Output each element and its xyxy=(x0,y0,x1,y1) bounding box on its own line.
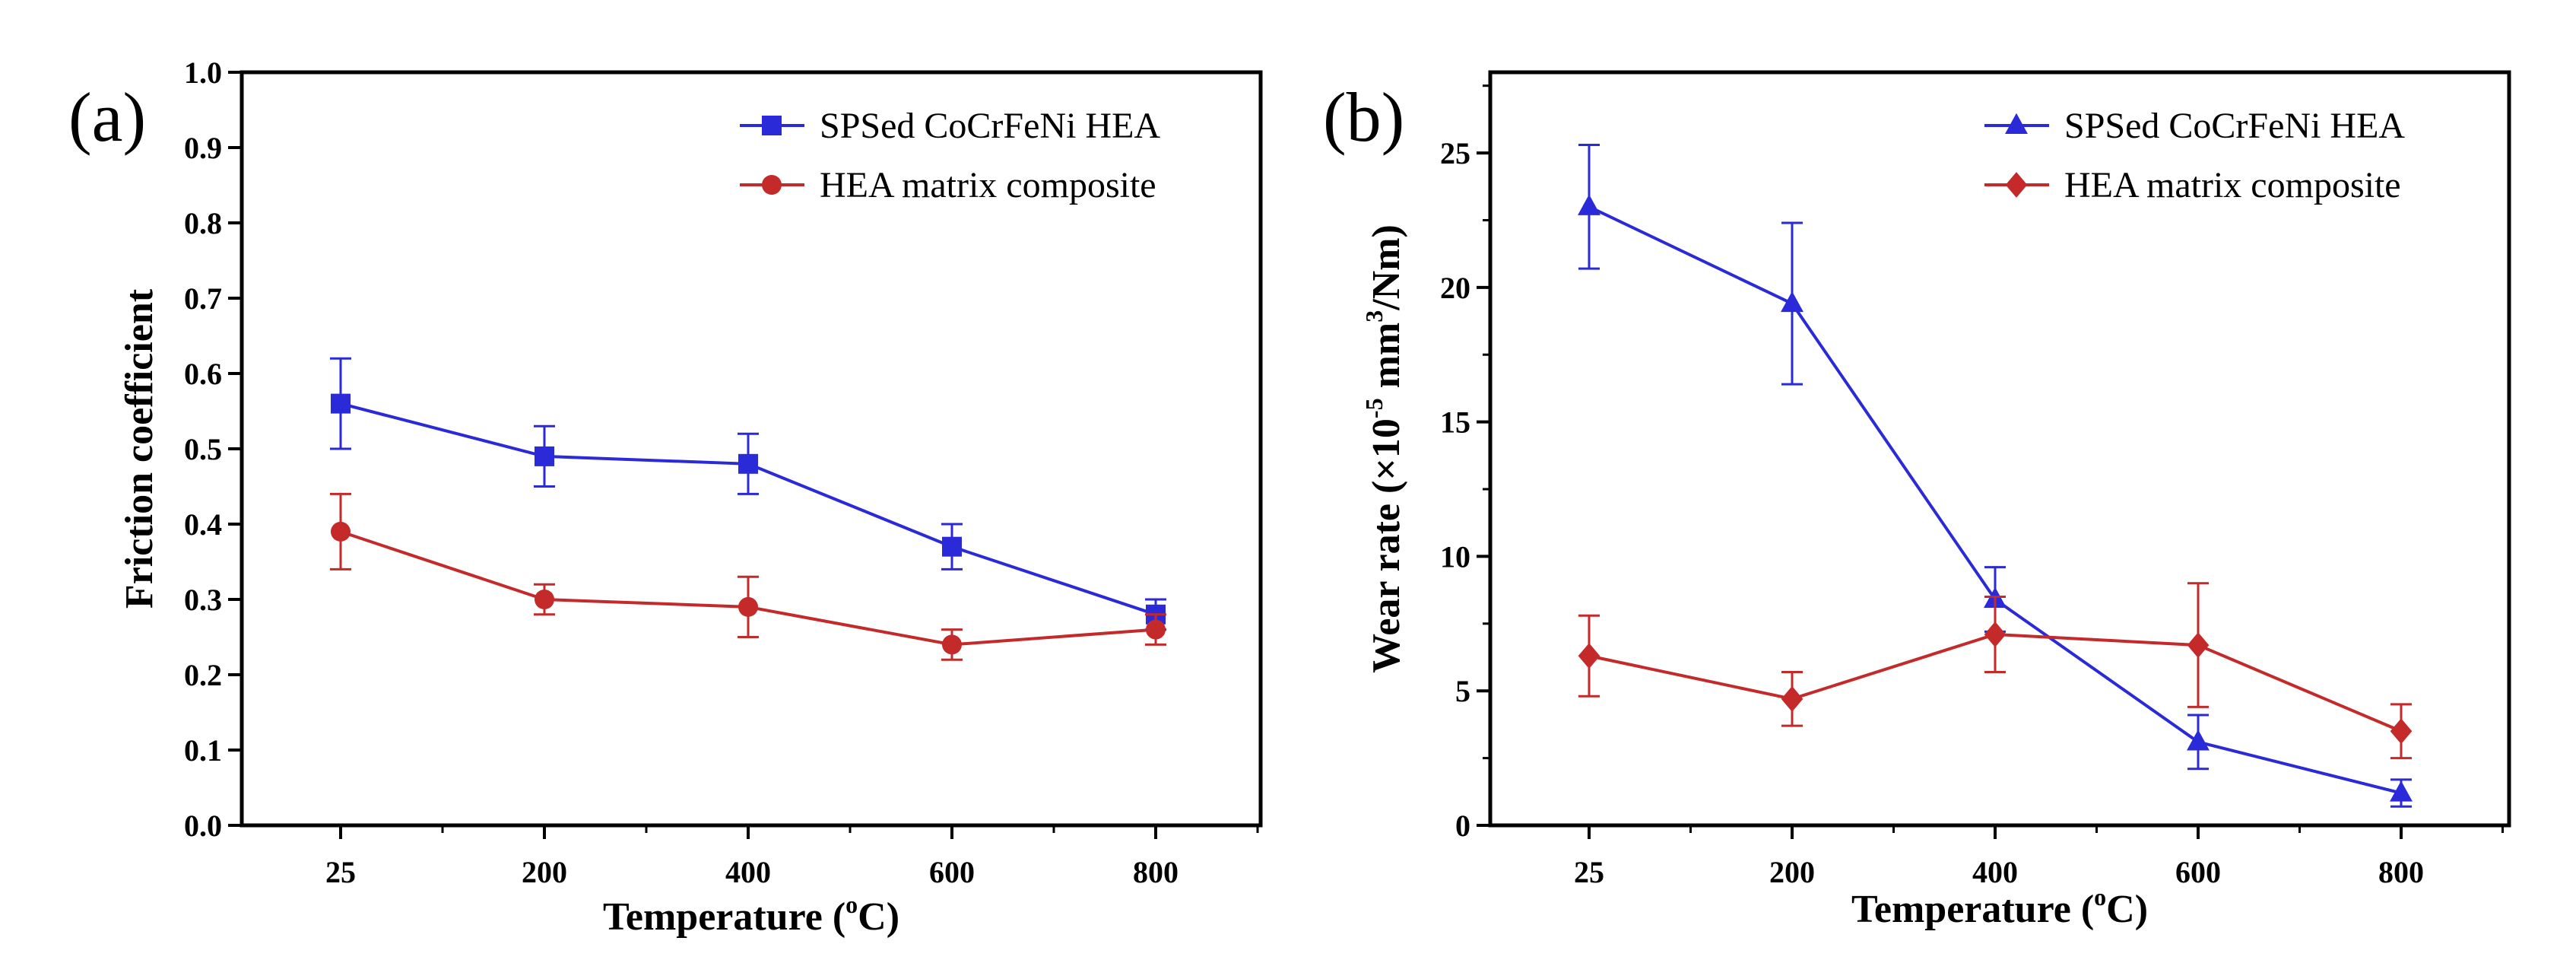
panel-b-plot: 0 5 10 15 20 25 25 200 400 600 800 xyxy=(1440,84,2504,889)
b-series-0-point xyxy=(1781,291,1804,313)
b-ytick-label: 0 xyxy=(1455,809,1470,843)
b-ytick-label: 25 xyxy=(1440,136,1470,170)
b-series-0-point xyxy=(2187,729,2210,751)
b-series-1-point xyxy=(1781,685,1804,712)
panel-a-legend: SPSed CoCrFeNi HEA HEA matrix composite xyxy=(740,106,1160,205)
a-ytick-label: 0.6 xyxy=(184,357,222,391)
panel-a-label: (a) xyxy=(68,78,146,156)
a-ytick-label: 0.7 xyxy=(184,281,222,316)
panel-a-plot: 0.0 0.1 0.2 0.3 0.4 0.5 0.6 0.7 0.8 0.9 1.0 25 200 40… xyxy=(184,56,1259,889)
a-series-1-point xyxy=(738,596,758,617)
a-ytick-label: 0.0 xyxy=(184,809,222,843)
panel-a-ylabel: Friction coefficient xyxy=(118,288,161,609)
a-legend-marker xyxy=(762,116,782,135)
b-legend-label: HEA matrix composite xyxy=(2064,165,2401,205)
a-ytick-label: 0.9 xyxy=(184,131,222,165)
b-ytick-label: 5 xyxy=(1455,674,1470,708)
b-series-1-point xyxy=(2187,632,2210,659)
b-xtick-label: 600 xyxy=(2175,855,2221,889)
a-ytick-label: 0.1 xyxy=(184,733,222,768)
a-ytick-label: 0.2 xyxy=(184,658,222,692)
a-legend-label: HEA matrix composite xyxy=(820,165,1156,205)
a-series-0-point xyxy=(942,536,962,557)
a-ytick-label: 0.3 xyxy=(184,583,222,617)
panel-a-xlabel: Temperature (oC) xyxy=(603,891,899,939)
b-xtick-label: 800 xyxy=(2378,855,2424,889)
b-xtick-label: 25 xyxy=(1574,855,1604,889)
panel-b-xlabel: Temperature (oC) xyxy=(1851,883,2148,931)
a-xtick-label: 200 xyxy=(522,855,567,889)
b-series-0-point xyxy=(1578,194,1600,215)
a-ytick-label: 0.8 xyxy=(184,206,222,240)
b-ytick-label: 20 xyxy=(1440,271,1470,305)
a-series-1-point xyxy=(942,634,962,655)
b-series-1-point xyxy=(2390,718,2413,745)
b-series-1-point xyxy=(1578,643,1600,669)
a-ytick-label: 0.5 xyxy=(184,432,222,466)
a-xtick-label: 25 xyxy=(325,855,356,889)
b-ytick-label: 10 xyxy=(1440,539,1470,574)
b-legend-label: SPSed CoCrFeNi HEA xyxy=(2064,106,2405,146)
a-legend-label: SPSed CoCrFeNi HEA xyxy=(820,106,1160,146)
a-series-1-point xyxy=(331,521,351,542)
panel-b-plot-frame xyxy=(1488,70,2511,828)
b-legend-marker xyxy=(2005,113,2028,135)
a-series-1-point xyxy=(1146,619,1166,640)
b-xtick-label: 400 xyxy=(1972,855,2018,889)
b-ytick-label: 15 xyxy=(1440,405,1470,440)
panel-b: (b) 0 5 10 15 20 25 25 200 400 600 800 SPSed CoCrF… xyxy=(1323,70,2511,931)
a-ytick-label: 1.0 xyxy=(184,56,222,90)
a-legend-marker xyxy=(762,175,782,195)
b-legend-marker xyxy=(2005,172,2028,198)
panel-a: (a) 0.0 0.1 0.2 0.3 0.4 0.5 0.6 0.7 0.8 0.9 1.0 25 2… xyxy=(68,56,1263,939)
panel-b-legend: SPSed CoCrFeNi HEA HEA matrix composite xyxy=(1984,106,2405,205)
a-ytick-label: 0.4 xyxy=(184,507,222,542)
a-xtick-label: 600 xyxy=(929,855,975,889)
a-xtick-label: 800 xyxy=(1133,855,1179,889)
b-series-0-point xyxy=(2390,780,2413,802)
a-series-0-point xyxy=(738,453,758,474)
a-series-0-point xyxy=(535,446,554,466)
b-xtick-label: 200 xyxy=(1769,855,1815,889)
panel-b-ylabel: Wear rate (×10-5 mm3/Nm) xyxy=(1360,224,1408,673)
b-series-0-line xyxy=(1588,205,2402,795)
panel-b-label: (b) xyxy=(1323,78,1404,156)
a-xtick-label: 400 xyxy=(725,855,771,889)
b-series-1-point xyxy=(1984,621,2007,647)
a-series-1-point xyxy=(535,590,554,609)
panel-a-plot-frame xyxy=(240,70,1263,828)
a-series-0-point xyxy=(331,393,351,414)
